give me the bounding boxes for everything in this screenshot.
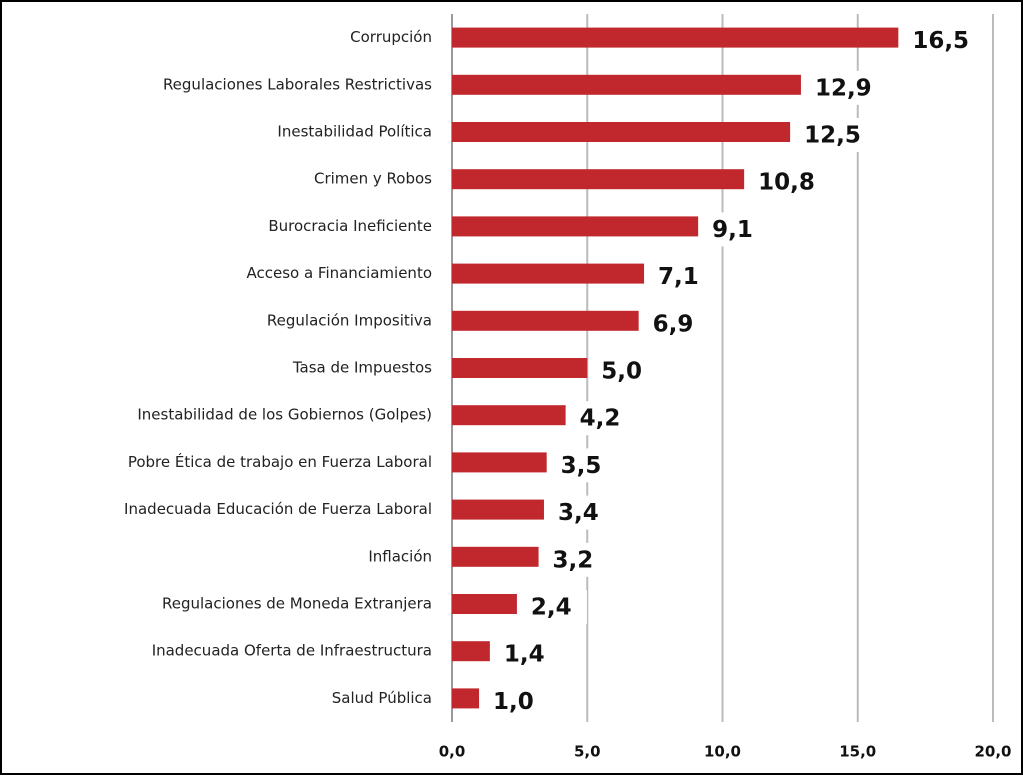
bar [452,27,899,48]
x-tick-label: 20,0 [974,743,1011,761]
value-label: 16,5 [912,28,969,54]
category-label: Crimen y Robos [314,170,432,188]
value-label: 12,9 [815,75,872,101]
label-bg [522,590,587,624]
value-label: 3,5 [561,453,602,479]
bar [452,74,801,95]
label-bg [806,70,871,105]
label-bg [644,306,709,341]
x-tick-label: 5,0 [574,743,601,761]
value-label: 4,2 [580,406,621,432]
label-bg [544,542,609,577]
value-label: 6,9 [653,311,694,337]
value-label: 7,1 [658,264,699,290]
value-label: 9,1 [712,217,753,243]
label-bg [704,212,769,247]
bar [452,358,588,378]
category-label: Burocracia Ineficiente [268,217,432,235]
label-bg [549,495,614,530]
category-label: Tasa de Impuestos [292,359,432,377]
value-label: 2,4 [531,595,572,621]
label-bg [904,23,969,58]
category-label: Inadecuada Oferta de Infraestructura [152,642,432,660]
x-tick-label: 10,0 [704,743,741,761]
value-label: 1,0 [493,689,534,715]
value-label: 3,4 [558,500,599,526]
category-label: Regulación Impositiva [267,311,432,329]
x-tick-label: 0,0 [439,743,466,761]
label-bg [485,684,550,719]
label-bg [796,118,861,152]
label-bg [593,354,658,388]
bar [452,641,490,662]
bar [452,263,645,284]
label-bg [650,259,715,294]
value-label: 1,4 [504,642,545,668]
bar [452,216,699,237]
bar [452,310,639,331]
bar [452,122,791,142]
category-label: Inadecuada Educación de Fuerza Laboral [124,500,432,518]
bar [452,594,517,614]
category-label: Corrupción [350,28,432,46]
value-label: 12,5 [804,123,861,149]
category-label: Regulaciones de Moneda Extranjera [162,595,432,613]
value-label: 5,0 [601,359,642,385]
category-label: Salud Pública [332,689,432,707]
bar [452,499,544,520]
bar [452,688,480,709]
value-label: 10,8 [758,170,815,196]
category-label: Regulaciones Laborales Restrictivas [163,75,432,93]
category-label: Inestabilidad de los Gobiernos (Golpes) [137,406,432,424]
bar [452,169,745,190]
bar [452,546,539,567]
bar [452,405,566,426]
category-label: Pobre Ética de trabajo en Fuerza Laboral [128,452,432,471]
label-bg [571,401,636,436]
category-label: Acceso a Financiamiento [246,264,432,282]
category-label: Inflación [368,547,432,565]
category-label: Inestabilidad Política [277,123,432,141]
x-tick-label: 15,0 [839,743,876,761]
value-label: 3,2 [553,547,594,573]
label-bg [750,165,815,200]
bar [452,452,547,473]
label-bg [495,637,560,672]
label-bg [552,448,617,483]
